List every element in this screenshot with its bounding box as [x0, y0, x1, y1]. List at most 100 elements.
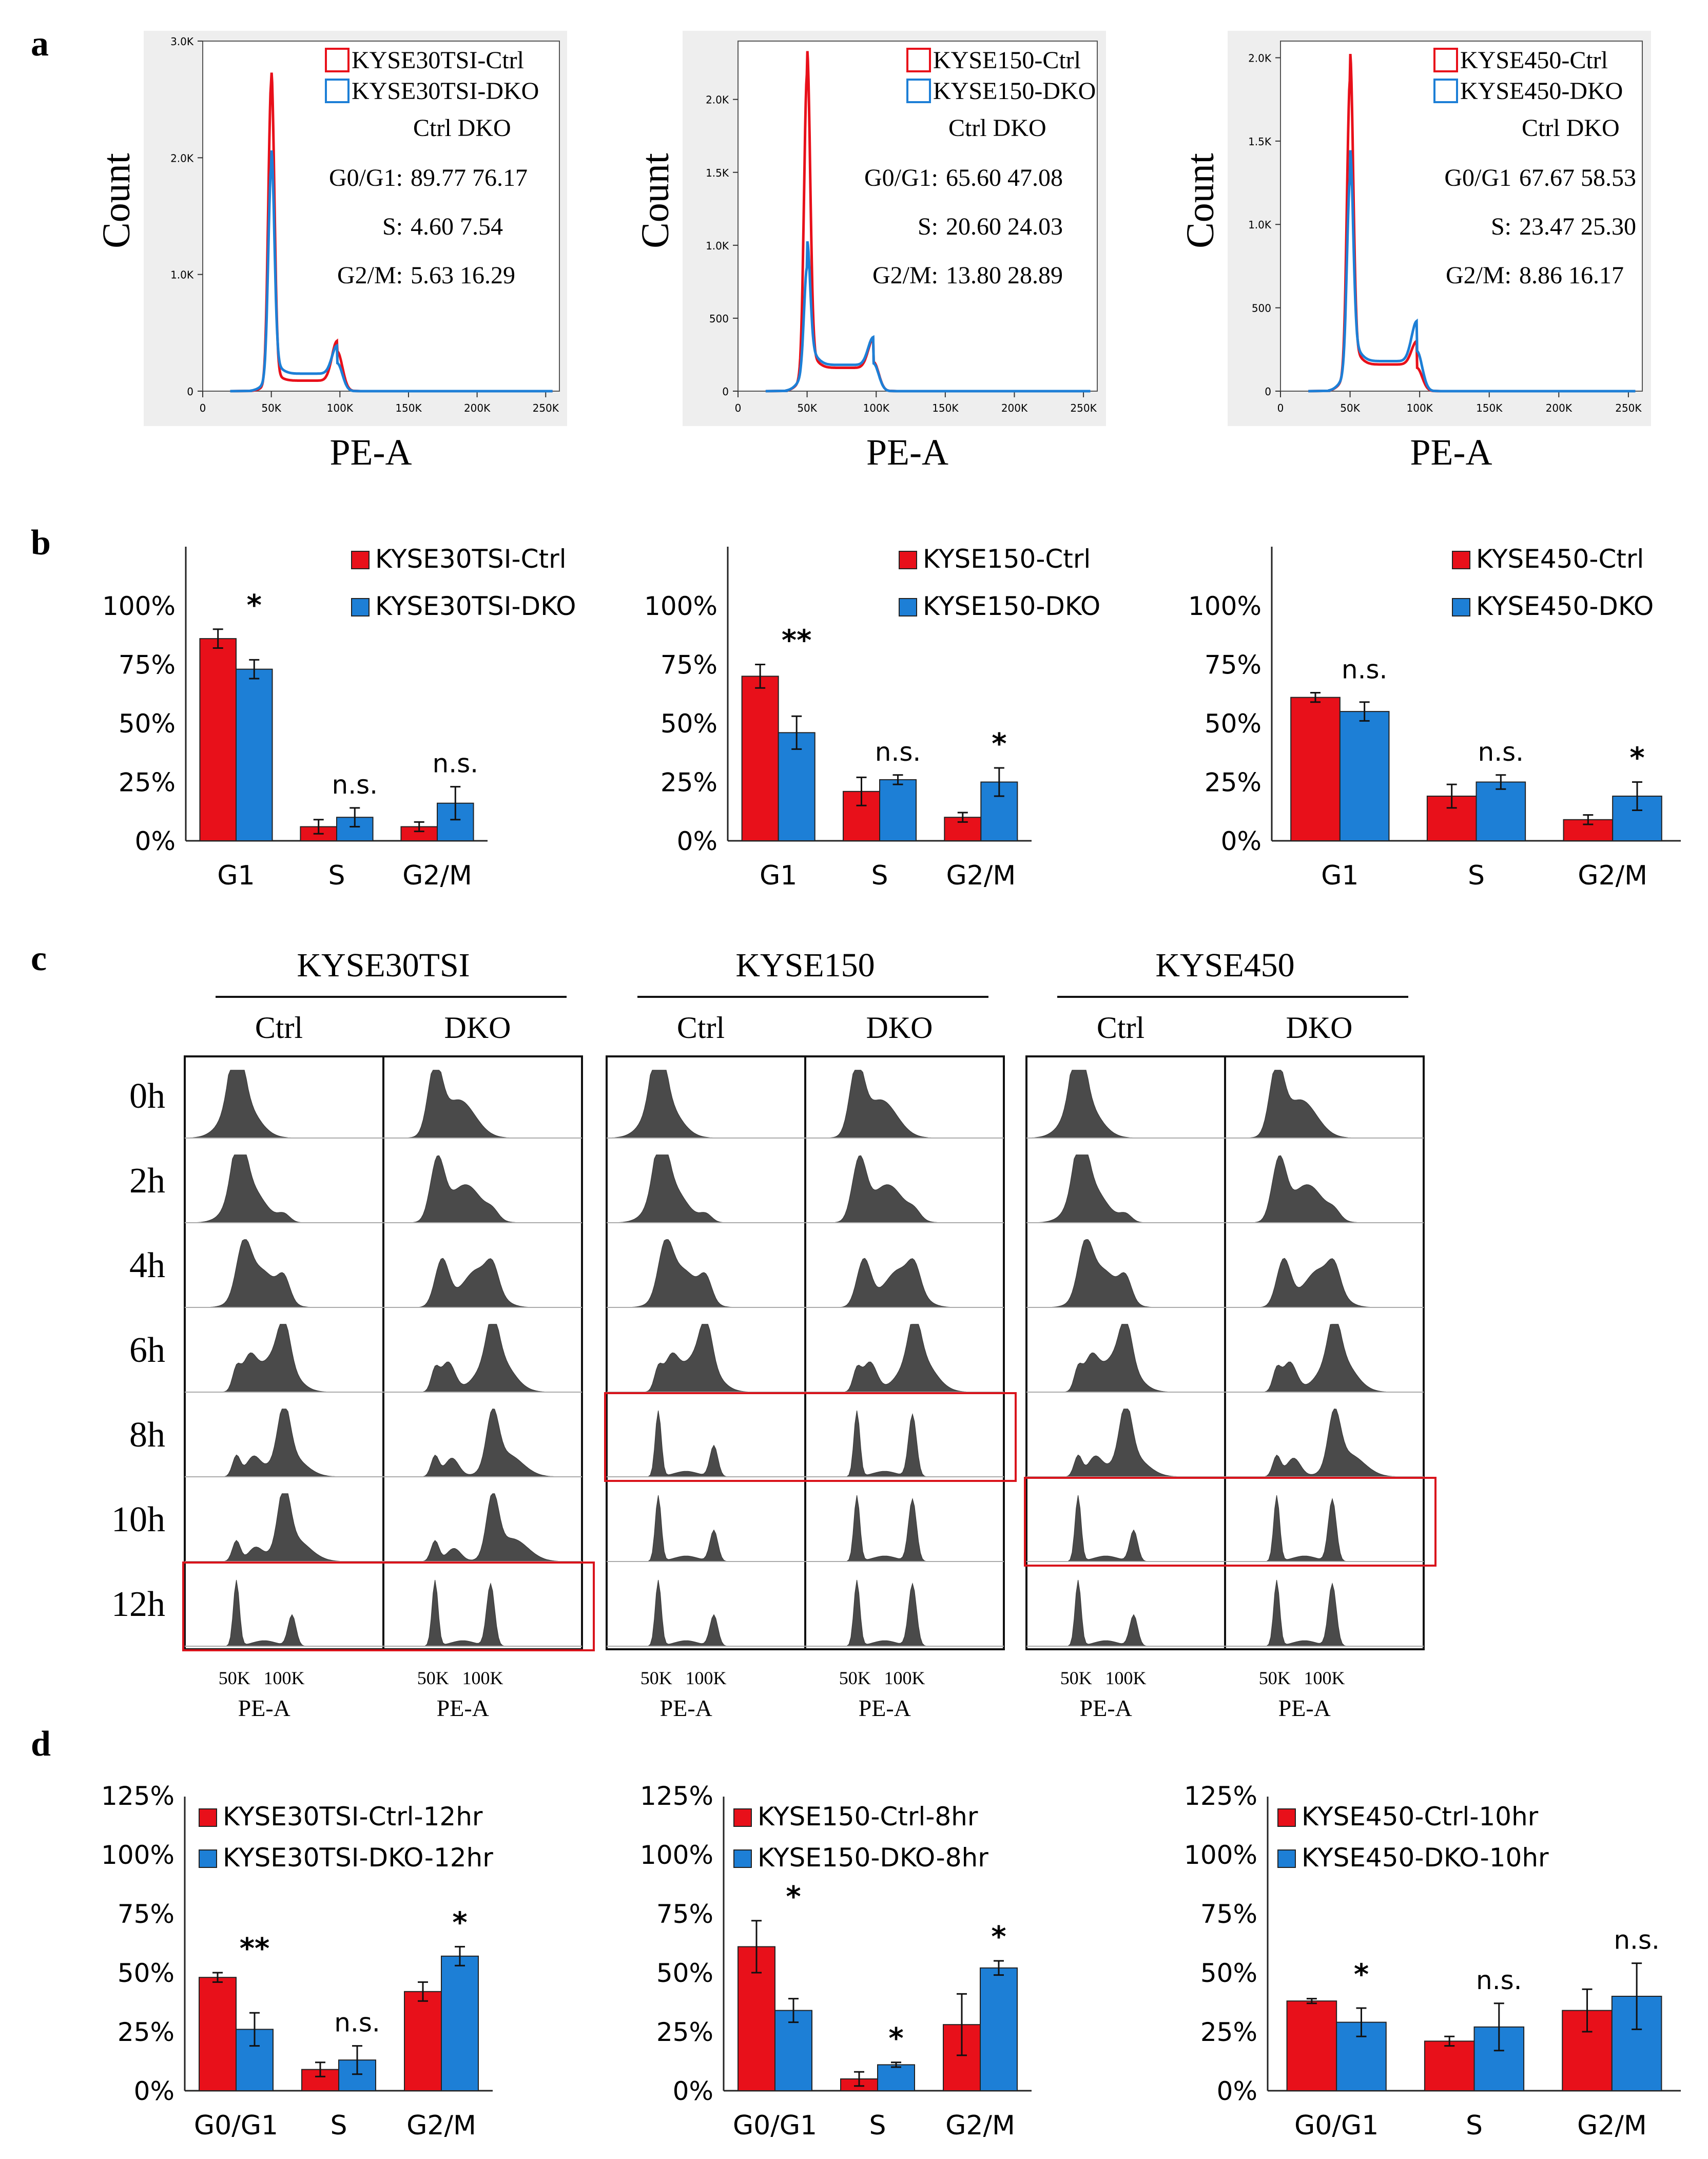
legend-swatch	[199, 1849, 217, 1868]
y-tick-label: 50%	[119, 709, 176, 739]
stats-row-values: 23.47 25.30	[1519, 213, 1636, 240]
group-title: KYSE450	[1155, 947, 1294, 984]
x-tick-label: 100K	[327, 402, 354, 414]
stats-row-label: G2/M:	[872, 262, 938, 289]
bar-ctrl	[199, 638, 237, 841]
y-tick-label: 125%	[101, 1781, 174, 1811]
y-tick-label: 0%	[677, 826, 717, 856]
bar-dko	[980, 1967, 1018, 2092]
x-tick-label: G0/G1	[1294, 2110, 1379, 2141]
stats-row-values: 20.60 24.03	[946, 213, 1063, 240]
x-axis-label: PE-A	[238, 1695, 290, 1721]
significance-label: n.s.	[334, 2008, 380, 2038]
legend-label: KYSE30TSI-DKO	[375, 591, 576, 621]
significance-label: *	[452, 1906, 467, 1939]
y-tick-label: 0%	[1221, 826, 1261, 856]
x-axis-label: PE-A	[859, 1695, 911, 1721]
y-tick-label: 0	[1265, 385, 1271, 398]
y-tick-label: 75%	[1200, 1899, 1257, 1929]
bar-ctrl	[1424, 2040, 1475, 2091]
legend-label: KYSE450-DKO	[1476, 591, 1654, 621]
group-title: KYSE150	[735, 947, 875, 984]
timepoint-label: 6h	[129, 1331, 165, 1370]
legend-label: KYSE30TSI-DKO-12hr	[223, 1843, 493, 1873]
highlight-box	[1024, 1477, 1437, 1567]
significance-label: *	[888, 2022, 903, 2055]
x-tick-label: G1	[1321, 860, 1358, 891]
y-tick-label: 0%	[1217, 2076, 1257, 2106]
y-tick-label: 75%	[118, 1899, 174, 1929]
bar-ctrl	[404, 1991, 442, 2092]
condition-label: DKO	[866, 1011, 933, 1045]
significance-label: *	[991, 1920, 1006, 1954]
x-tick-label: 100K	[863, 402, 890, 414]
legend-swatch	[1277, 1849, 1296, 1868]
condition-label: DKO	[1286, 1011, 1353, 1045]
legend-label: KYSE450-Ctrl-10hr	[1302, 1802, 1539, 1832]
y-tick-label: 125%	[640, 1781, 713, 1811]
legend-label: KYSE150-Ctrl	[923, 544, 1091, 574]
legend-swatch	[325, 79, 350, 103]
x-tick-label: S	[1466, 2110, 1483, 2141]
plot-area	[1280, 41, 1643, 392]
timepoint-label: 12h	[111, 1585, 165, 1624]
legend-swatch	[906, 79, 931, 103]
timepoint-label: 4h	[129, 1246, 165, 1285]
x-tick-label: G2/M	[406, 2110, 476, 2141]
histogram-panel-3: 0 500 1.0K 1.5K 2.0K 0 50K 100K 150K 200K 250K PE-A…	[1179, 31, 1651, 473]
y-tick-label: 25%	[1200, 2017, 1257, 2047]
x-axis-label: PE-A	[866, 432, 948, 473]
bar-dko	[441, 1955, 479, 2092]
x-tick-label: 50K	[797, 402, 817, 414]
legend-swatch	[1452, 551, 1470, 569]
significance-label: n.s.	[1478, 737, 1524, 767]
y-tick-label: 100%	[1184, 1840, 1257, 1870]
x-axis-label: PE-A	[330, 432, 412, 473]
y-tick-label: 500	[709, 313, 729, 325]
stats-row-values: 67.67 58.53	[1519, 164, 1636, 191]
legend-swatch	[899, 551, 917, 569]
bar-dko	[774, 2010, 812, 2092]
y-tick-label: 50%	[118, 1958, 174, 1988]
x-tick-label: S	[330, 2110, 347, 2141]
x-tick-label: G2/M	[946, 860, 1016, 891]
stats-row-values: 89.77 76.17	[411, 164, 528, 191]
significance-label: n.s.	[332, 770, 378, 800]
panel-label-d: d	[31, 1724, 51, 1764]
legend-swatch	[1433, 79, 1458, 103]
legend-swatch	[351, 598, 370, 616]
y-tick-label: 1.0K	[706, 240, 729, 252]
panel-a-flow-histograms: 0 1.0K 2.0K 3.0K 0 50K 100K 150K 200K 250K PE-A Cou…	[95, 31, 1651, 473]
bar-chart-d2: 0% 25% 50% 75% 100% 125% * G0/G1 * S * G2/M KYSE150-…	[640, 1781, 1032, 2141]
y-tick-label: 2.0K	[706, 94, 729, 106]
x-tick-label: G2/M	[945, 2110, 1015, 2141]
bar-chart-b3: 0% 25% 50% 75% 100% n.s. G1 n.s. S * G2/M KYSE450-C…	[1188, 544, 1681, 891]
legend-label: KYSE450-Ctrl	[1476, 544, 1644, 574]
stats-row-label: G0/G1:	[329, 164, 403, 191]
histogram-panel-2: 0 500 1.0K 1.5K 2.0K 0 50K 100K 150K 200K 250K PE-A…	[634, 31, 1106, 473]
significance-label: n.s.	[433, 749, 479, 779]
x-tick-label: 200K	[1546, 402, 1573, 414]
significance-label: n.s.	[1476, 1965, 1522, 1995]
x-tick-label: G2/M	[402, 860, 472, 891]
significance-label: *	[786, 1880, 801, 1914]
plot-area	[737, 41, 1098, 392]
legend-label: KYSE150-DKO-8hr	[758, 1843, 988, 1873]
x-tick-label: 50K	[839, 1668, 871, 1688]
x-tick-label: 50K	[1259, 1668, 1291, 1688]
panel-labels: a b c d	[31, 24, 51, 1764]
x-tick-label: 50K	[417, 1668, 449, 1688]
bar-dko	[877, 2064, 915, 2091]
y-tick-label: 25%	[118, 2017, 174, 2047]
x-tick-label: 100K	[462, 1668, 503, 1688]
x-tick-label: 50K	[640, 1668, 672, 1688]
legend-swatch	[199, 1808, 217, 1827]
x-tick-label: 100K	[1304, 1668, 1345, 1688]
x-axis-label: PE-A	[1080, 1695, 1132, 1721]
x-tick-label: 200K	[1001, 402, 1028, 414]
bar-chart-b2: 0% 25% 50% 75% 100% ** G1 n.s. S * G2/M KYSE150-Ctr…	[644, 544, 1100, 891]
stats-row-label: G0/G1	[1444, 164, 1511, 191]
panel-b-bar-charts: 0% 25% 50% 75% 100% * G1 n.s. Sn.s. G2/M KYSE30TSI…	[102, 544, 1681, 891]
y-tick-label: 0%	[134, 2076, 174, 2106]
